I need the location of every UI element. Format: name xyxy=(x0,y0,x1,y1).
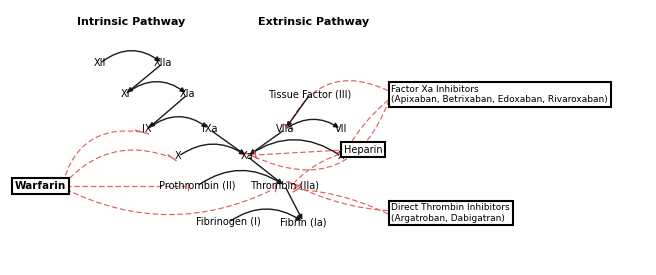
Text: XIIa: XIIa xyxy=(154,58,172,68)
Text: XII: XII xyxy=(94,58,106,68)
Text: XI: XI xyxy=(120,89,130,99)
FancyArrowPatch shape xyxy=(149,117,206,128)
FancyArrowPatch shape xyxy=(102,51,159,62)
FancyArrowPatch shape xyxy=(231,209,300,221)
Text: Thrombin (IIa): Thrombin (IIa) xyxy=(251,181,319,191)
FancyArrowPatch shape xyxy=(258,150,346,155)
FancyArrowPatch shape xyxy=(289,81,388,124)
FancyArrowPatch shape xyxy=(251,140,339,155)
Text: Heparin: Heparin xyxy=(344,145,382,155)
FancyArrowPatch shape xyxy=(63,131,139,183)
Text: X: X xyxy=(338,151,344,161)
Text: VIIa: VIIa xyxy=(276,124,294,134)
Text: Tissue Factor (III): Tissue Factor (III) xyxy=(268,89,352,99)
Text: Fibrin (Ia): Fibrin (Ia) xyxy=(280,217,327,227)
Text: IXa: IXa xyxy=(202,124,217,134)
FancyArrowPatch shape xyxy=(66,189,273,215)
Text: Fibrinogen (I): Fibrinogen (I) xyxy=(196,217,261,227)
Text: Xa: Xa xyxy=(241,151,254,161)
Text: Direct Thrombin Inhibitors
(Argatroban, Dabigatran): Direct Thrombin Inhibitors (Argatroban, … xyxy=(392,203,510,223)
Text: Warfarin: Warfarin xyxy=(15,181,66,191)
FancyArrowPatch shape xyxy=(287,119,338,128)
Text: Factor Xa Inhibitors
(Apixaban, Betrixaban, Edoxaban, Rivaroxaban): Factor Xa Inhibitors (Apixaban, Betrixab… xyxy=(392,85,608,104)
FancyArrowPatch shape xyxy=(300,188,388,211)
Text: Intrinsic Pathway: Intrinsic Pathway xyxy=(77,17,186,27)
Text: VII: VII xyxy=(335,124,348,134)
Text: Extrinsic Pathway: Extrinsic Pathway xyxy=(258,17,369,27)
FancyArrowPatch shape xyxy=(300,189,388,214)
FancyArrowPatch shape xyxy=(64,150,169,184)
FancyArrowPatch shape xyxy=(127,82,184,93)
Text: X: X xyxy=(175,151,182,161)
FancyArrowPatch shape xyxy=(253,100,389,170)
FancyArrowPatch shape xyxy=(199,170,281,185)
Text: XIa: XIa xyxy=(180,89,195,99)
Text: Prothrombin (II): Prothrombin (II) xyxy=(159,181,236,191)
FancyArrowPatch shape xyxy=(346,100,388,151)
Text: IX: IX xyxy=(142,124,152,134)
FancyArrowPatch shape xyxy=(295,152,347,182)
FancyArrowPatch shape xyxy=(180,144,243,155)
